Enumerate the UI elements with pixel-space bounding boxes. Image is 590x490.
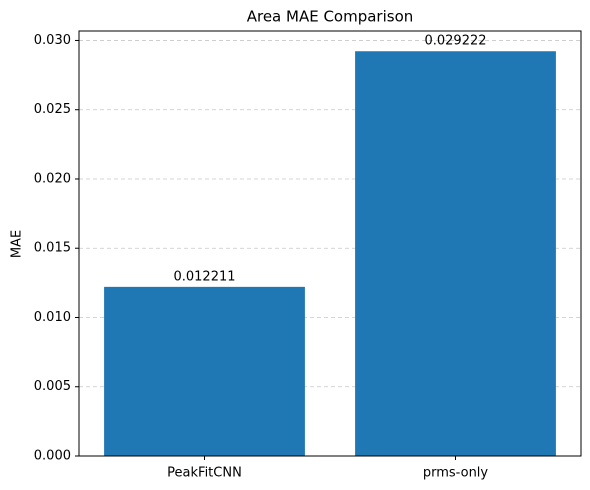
x-tick-label: prms-only — [423, 466, 489, 481]
y-tick-label: 0.025 — [34, 102, 71, 117]
bar — [104, 286, 305, 456]
y-tick-label: 0.000 — [34, 449, 71, 464]
x-tick-label: PeakFitCNN — [167, 466, 242, 481]
y-tick-label: 0.020 — [34, 171, 71, 186]
bar — [355, 51, 556, 456]
y-tick-label: 0.030 — [34, 33, 71, 48]
plot-frame — [78, 30, 582, 457]
y-tick-label: 0.010 — [34, 310, 71, 325]
y-tick-label: 0.015 — [34, 241, 71, 256]
value-label: 0.029222 — [424, 34, 486, 49]
y-tick-label: 0.005 — [34, 379, 71, 394]
chart-title: Area MAE Comparison — [247, 8, 414, 26]
y-axis-label: MAE — [10, 230, 25, 258]
value-label: 0.012211 — [173, 269, 235, 284]
